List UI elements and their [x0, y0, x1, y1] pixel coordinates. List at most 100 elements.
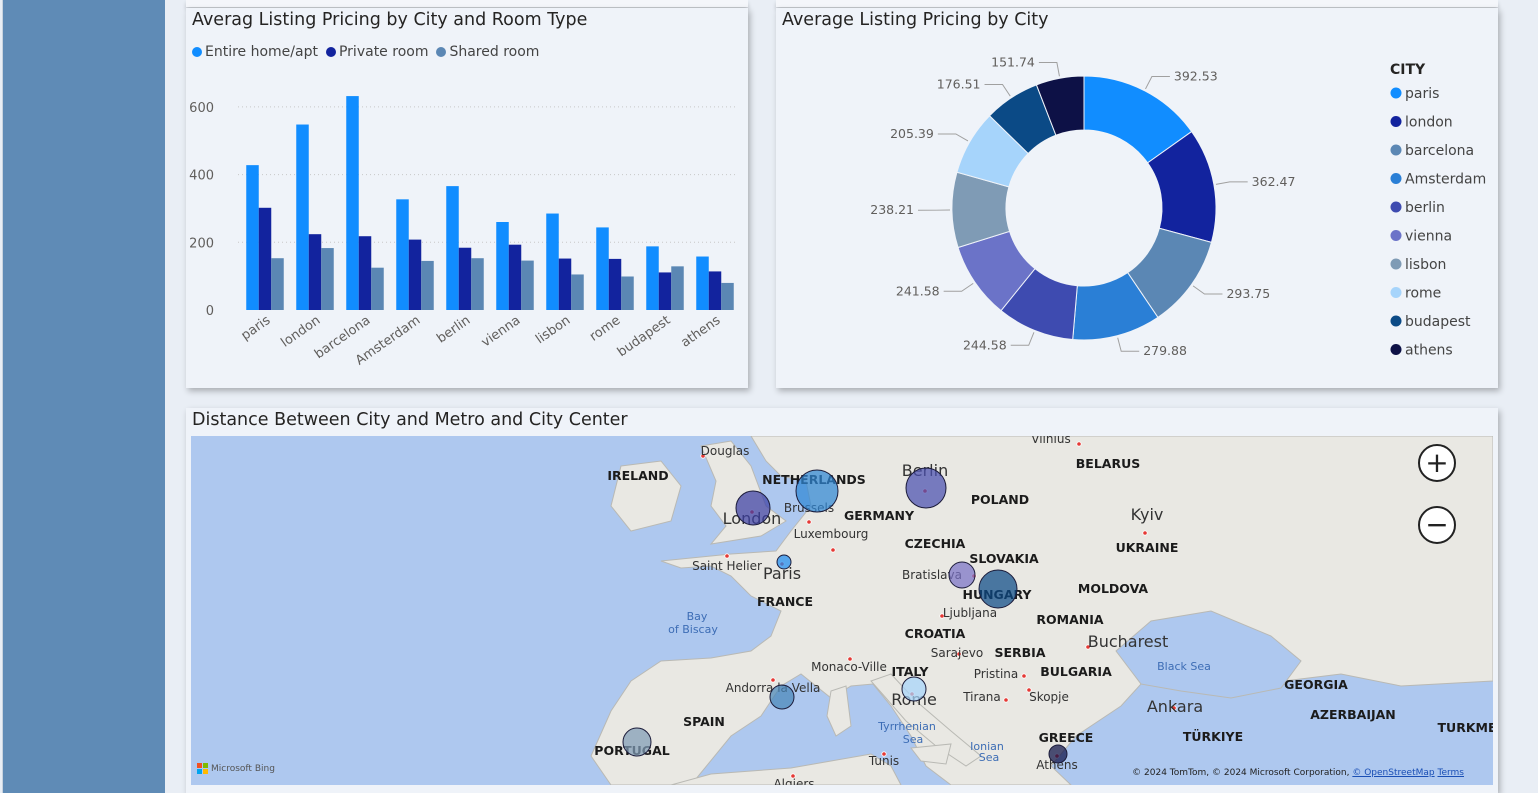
bar[interactable]	[596, 227, 609, 310]
bar[interactable]	[508, 244, 522, 310]
openstreetmap-link[interactable]: © OpenStreetMap	[1352, 768, 1435, 778]
city-dot-icon	[956, 651, 962, 657]
bar[interactable]	[321, 248, 334, 310]
city-label: Tirana	[962, 690, 1001, 704]
bar[interactable]	[258, 207, 272, 310]
top-strip-right	[776, 0, 1498, 7]
bar[interactable]	[371, 267, 384, 310]
legend-dot-icon	[192, 47, 202, 57]
bar-legend-item[interactable]: Entire home/apt	[192, 44, 318, 60]
map-panel[interactable]: Distance Between City and Metro and City…	[186, 408, 1498, 793]
bar[interactable]	[496, 222, 509, 310]
bar-chart-panel[interactable]: Averag Listing Pricing by City and Room …	[186, 8, 748, 388]
bar[interactable]	[408, 239, 422, 310]
donut-legend-label: lisbon	[1405, 257, 1446, 273]
bar[interactable]	[658, 272, 672, 310]
x-tick-label: rome	[587, 313, 623, 345]
city-label: Monaco-Ville	[811, 660, 887, 674]
country-label: TURKME	[1438, 720, 1493, 735]
zoom-out-button[interactable]: −	[1418, 506, 1456, 544]
bar[interactable]	[621, 276, 634, 310]
bar[interactable]	[646, 246, 659, 310]
bar[interactable]	[358, 236, 372, 310]
y-tick-label: 600	[189, 101, 214, 116]
bar[interactable]	[608, 258, 622, 310]
bar[interactable]	[396, 199, 409, 310]
country-label: ITALY	[892, 664, 930, 679]
country-label: UKRAINE	[1116, 540, 1179, 555]
city-bubble[interactable]	[1048, 744, 1068, 764]
leader-line	[1215, 181, 1248, 185]
bar-legend-item[interactable]: Private room	[325, 44, 428, 60]
bar[interactable]	[571, 274, 584, 310]
bar[interactable]	[721, 282, 734, 310]
city-bubble[interactable]	[622, 727, 652, 757]
bar[interactable]	[296, 124, 309, 311]
bar[interactable]	[546, 213, 559, 310]
city-bubble[interactable]	[901, 676, 927, 702]
donut-data-label: 241.58	[896, 283, 940, 298]
city-bubble[interactable]	[769, 684, 795, 710]
legend-dot-icon	[1390, 87, 1402, 99]
donut-data-label: 205.39	[890, 126, 934, 141]
leader-line	[1145, 76, 1170, 90]
city-bubble[interactable]	[795, 469, 839, 513]
water-label: of Biscay	[668, 623, 718, 636]
leader-line	[1117, 337, 1140, 352]
bar[interactable]	[708, 271, 722, 310]
sardinia	[826, 685, 852, 737]
donut-data-label: 176.51	[937, 76, 981, 91]
donut-legend-label: vienna	[1405, 229, 1452, 245]
city-dot-icon	[1076, 441, 1082, 447]
country-label: BELARUS	[1076, 456, 1140, 471]
donut-chart-panel[interactable]: Average Listing Pricing by City 392.53 36…	[776, 8, 1498, 388]
water-label: Sea	[903, 733, 924, 746]
water-label: Ionian	[970, 740, 1004, 753]
country-label: SPAIN	[683, 714, 725, 729]
donut-slice[interactable]	[1035, 75, 1085, 136]
bar[interactable]	[271, 258, 284, 310]
city-dot-icon	[939, 613, 945, 619]
bar[interactable]	[558, 258, 572, 310]
legend-dot-icon	[1390, 287, 1402, 298]
zoom-in-button[interactable]: +	[1418, 444, 1456, 482]
bar-legend-item[interactable]: Shared room	[436, 44, 539, 60]
city-dot-icon	[806, 519, 812, 525]
legend-dot-icon	[1390, 201, 1402, 213]
bar[interactable]	[696, 256, 709, 310]
plus-icon: +	[1425, 446, 1449, 479]
bar[interactable]	[521, 260, 534, 310]
city-label: Pristina	[974, 667, 1019, 681]
donut-data-label: 151.74	[991, 55, 1035, 70]
bar[interactable]	[421, 260, 434, 310]
north-africa	[670, 753, 902, 785]
city-label: Saint Helier	[692, 559, 762, 573]
donut-chart-title: Average Listing Pricing by City	[782, 10, 1049, 30]
country-label: GERMANY	[844, 508, 915, 523]
map-canvas[interactable]: IRELANDNETHERLANDSGERMANYPOLANDBELARUSUK…	[191, 436, 1493, 785]
bar[interactable]	[246, 165, 259, 310]
city-bubble[interactable]	[905, 467, 947, 509]
city-bubble[interactable]	[735, 490, 771, 526]
bar[interactable]	[446, 186, 459, 310]
bar[interactable]	[671, 266, 684, 310]
bar-legend-label: Entire home/apt	[205, 44, 318, 60]
bar[interactable]	[308, 234, 322, 310]
city-bubble[interactable]	[776, 554, 792, 570]
sidebar	[2, 0, 165, 793]
city-bubble[interactable]	[978, 569, 1018, 609]
bar[interactable]	[458, 247, 472, 310]
donut-data-label: 362.47	[1252, 174, 1296, 189]
donut-legend-label: berlin	[1405, 200, 1445, 216]
terms-link[interactable]: Terms	[1437, 768, 1464, 778]
donut-data-label: 244.58	[963, 337, 1007, 352]
country-label: TÜRKIYE	[1183, 729, 1243, 744]
city-dot-icon	[1142, 530, 1148, 536]
country-label: POLAND	[971, 492, 1029, 507]
bar[interactable]	[471, 258, 484, 310]
city-bubble[interactable]	[948, 561, 976, 589]
leader-line	[984, 83, 1011, 97]
bar[interactable]	[346, 96, 359, 310]
donut-data-label: 238.21	[870, 202, 914, 217]
donut-legend-label: barcelona	[1405, 143, 1474, 159]
